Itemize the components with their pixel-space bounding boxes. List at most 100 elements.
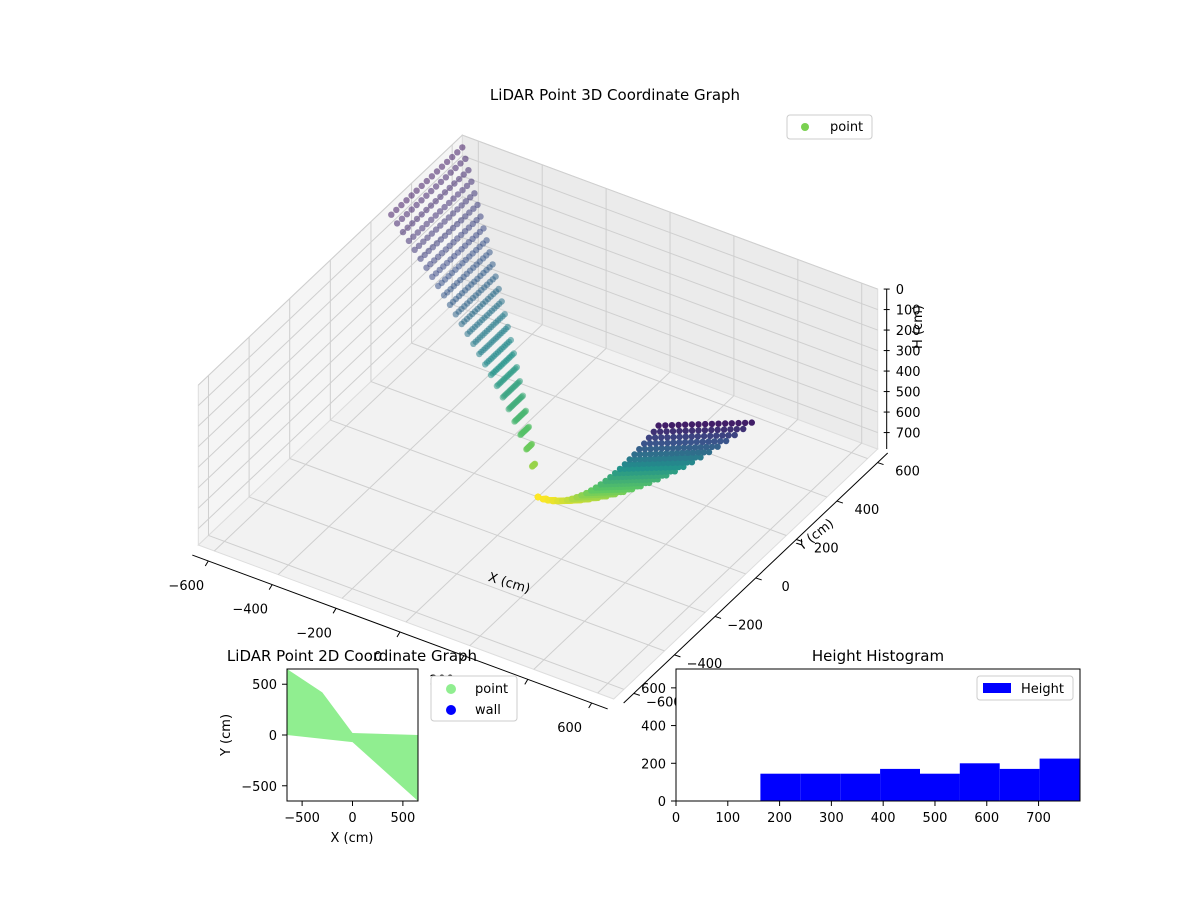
point-3d bbox=[689, 449, 697, 456]
point-3d bbox=[668, 450, 675, 457]
point-3d bbox=[459, 187, 466, 194]
point-3d bbox=[458, 217, 465, 224]
point-3d bbox=[578, 492, 585, 499]
chart-3d-legend-label: point bbox=[830, 120, 863, 135]
y-tick-label: −600 bbox=[646, 695, 682, 710]
point-3d bbox=[642, 450, 649, 458]
y-tick-label: 0 bbox=[658, 795, 666, 810]
y-tick-label: −500 bbox=[241, 780, 277, 795]
point-3d bbox=[465, 167, 472, 174]
x-tick-label: 0 bbox=[374, 650, 382, 665]
point-3d bbox=[720, 426, 728, 433]
point-3d bbox=[663, 450, 670, 457]
point-3d bbox=[714, 426, 721, 433]
point-3d bbox=[664, 445, 671, 452]
point-3d bbox=[652, 450, 659, 457]
point-3d bbox=[539, 495, 546, 503]
chart-2d-title: LiDAR Point 2D Coordinate Graph bbox=[227, 647, 477, 665]
x-tick-label: 700 bbox=[1026, 811, 1051, 826]
point-3d bbox=[474, 201, 481, 209]
point-3d bbox=[722, 437, 730, 445]
x-tick-label: 500 bbox=[390, 811, 415, 826]
chart-3d-points bbox=[388, 144, 755, 505]
point-3d bbox=[428, 187, 435, 195]
chart-3d-legend-marker bbox=[801, 123, 809, 131]
point-3d bbox=[420, 238, 427, 245]
point-3d bbox=[476, 350, 483, 358]
histogram-bar bbox=[959, 763, 1000, 801]
point-3d bbox=[429, 273, 436, 280]
chart-2d-legend: point wall bbox=[430, 675, 518, 722]
point-3d bbox=[699, 438, 706, 445]
point-3d bbox=[708, 420, 716, 428]
grid-floor-y bbox=[411, 342, 828, 498]
point-3d bbox=[517, 431, 524, 439]
point-3d bbox=[621, 461, 629, 468]
x-tick bbox=[332, 608, 337, 614]
point-3d bbox=[418, 197, 425, 204]
point-3d bbox=[592, 484, 600, 491]
histogram-bar bbox=[840, 773, 881, 801]
point-3d bbox=[405, 237, 413, 245]
point-3d bbox=[450, 195, 457, 202]
y-tick bbox=[674, 654, 681, 658]
point-3d bbox=[679, 449, 686, 457]
point-3d bbox=[432, 226, 440, 233]
point-3d bbox=[641, 445, 649, 453]
point-3d bbox=[544, 497, 551, 504]
point-3d bbox=[661, 455, 669, 462]
point-3d bbox=[413, 201, 420, 209]
histogram-frame bbox=[675, 668, 1081, 802]
point-3d bbox=[452, 164, 459, 172]
point-3d bbox=[462, 155, 469, 162]
z-tick-label: 200 bbox=[896, 324, 921, 339]
histogram-bar bbox=[800, 773, 841, 801]
point-3d bbox=[454, 220, 461, 228]
grid-side-z bbox=[197, 155, 463, 406]
point-3d bbox=[631, 456, 638, 463]
point-3d bbox=[715, 420, 722, 427]
point-3d bbox=[631, 460, 638, 468]
point-3d bbox=[669, 444, 677, 452]
point-3d bbox=[437, 193, 444, 200]
chart-3d-zlabel: H (cm) bbox=[911, 305, 926, 349]
x-tick bbox=[204, 560, 209, 567]
point-3d bbox=[445, 199, 453, 207]
point-3d bbox=[636, 451, 643, 458]
point-3d bbox=[482, 361, 489, 368]
point-3d bbox=[641, 455, 649, 463]
point-3d bbox=[413, 187, 420, 194]
point-3d bbox=[410, 233, 417, 240]
point-3d bbox=[403, 211, 411, 218]
point-3d bbox=[443, 158, 451, 166]
point-3d bbox=[673, 449, 681, 457]
point-3d bbox=[438, 163, 446, 170]
point-3d bbox=[471, 190, 478, 197]
chart-3d-title: LiDAR Point 3D Coordinate Graph bbox=[490, 86, 740, 104]
grid-back-z bbox=[462, 196, 878, 352]
point-3d bbox=[445, 214, 453, 221]
point-3d bbox=[437, 178, 445, 186]
histogram-legend-label: Height bbox=[1021, 682, 1064, 697]
point-3d bbox=[437, 222, 444, 229]
y-tick bbox=[714, 615, 722, 619]
point-3d bbox=[558, 497, 566, 504]
x-tick-label: −600 bbox=[168, 579, 204, 594]
point-3d bbox=[433, 240, 441, 247]
point-3d bbox=[554, 497, 561, 505]
point-3d bbox=[428, 216, 435, 223]
point-3d bbox=[419, 225, 426, 232]
chart-2d-ylabel: Y (cm) bbox=[219, 714, 234, 757]
x-tick bbox=[460, 655, 465, 661]
point-3d bbox=[651, 455, 659, 462]
point-3d bbox=[414, 229, 421, 236]
point-3d bbox=[722, 420, 729, 427]
point-3d bbox=[454, 206, 461, 213]
point-3d bbox=[705, 438, 712, 445]
point-3d bbox=[680, 444, 688, 451]
point-3d bbox=[711, 438, 718, 445]
x-tick-label: 500 bbox=[923, 811, 948, 826]
point-3d bbox=[505, 406, 512, 413]
z-tick-label: 400 bbox=[896, 365, 921, 380]
chart-2d-legend-marker-wall bbox=[446, 705, 456, 715]
